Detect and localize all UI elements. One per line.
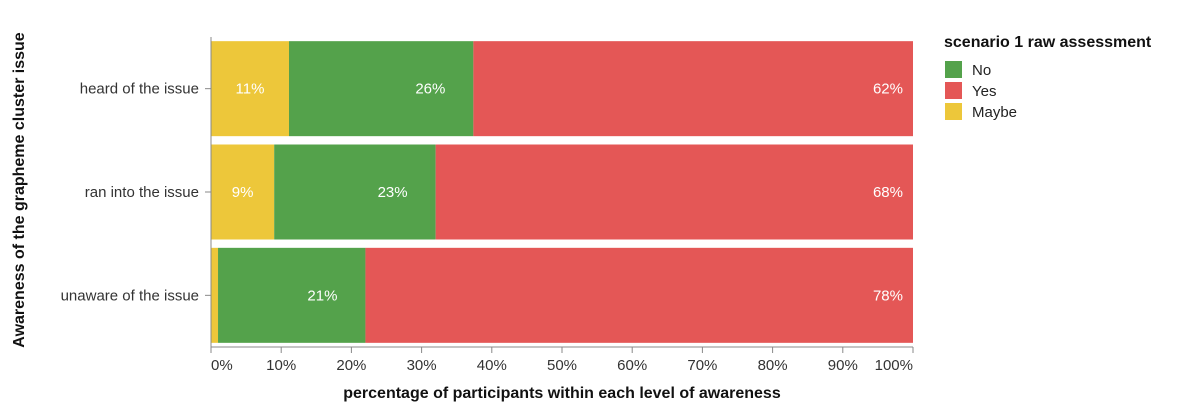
bar-yes-1	[473, 41, 913, 137]
y-tick-label: heard of the issue	[80, 81, 199, 98]
bar-yes-3	[365, 247, 913, 343]
x-tick-label: 90%	[828, 357, 858, 374]
x-tick-label: 60%	[617, 357, 647, 374]
data-labels-layer: 11% 26% 62% 9% 23% 68% 21% 78%	[232, 81, 903, 305]
bar-no-2	[274, 144, 436, 240]
bars-layer	[211, 41, 913, 343]
data-label-no-1: 26%	[415, 81, 445, 98]
bar-no-3	[218, 247, 366, 343]
legend-swatch-maybe	[945, 103, 962, 120]
data-label-no-2: 23%	[378, 184, 408, 201]
data-label-no-3: 21%	[307, 287, 337, 304]
data-label-maybe-2: 9%	[232, 184, 254, 201]
x-tick-label: 50%	[547, 357, 577, 374]
x-tick-label: 0%	[211, 357, 233, 374]
x-tick-label: 10%	[266, 357, 296, 374]
data-label-maybe-1: 11%	[236, 81, 265, 98]
legend-swatch-no	[945, 61, 962, 78]
x-tick-label: 20%	[336, 357, 366, 374]
data-label-yes-2: 68%	[873, 184, 903, 201]
legend-title: scenario 1 raw assessment	[944, 34, 1152, 51]
legend-label-maybe: Maybe	[972, 104, 1017, 121]
bar-maybe-2	[211, 144, 275, 240]
legend-swatch-yes	[945, 82, 962, 99]
y-tick-label: ran into the issue	[85, 184, 199, 201]
x-tick-label: 80%	[758, 357, 788, 374]
y-tick-label: unaware of the issue	[61, 287, 199, 304]
x-tick-label: 70%	[687, 357, 717, 374]
x-tick-label: 100%	[875, 357, 913, 374]
x-tick-label: 30%	[407, 357, 437, 374]
x-tick-label: 40%	[477, 357, 507, 374]
bar-yes-2	[435, 144, 913, 240]
data-label-yes-3: 78%	[873, 287, 903, 304]
x-axis-title: percentage of participants within each l…	[343, 385, 781, 402]
y-axis-title: Awareness of the grapheme cluster issue	[11, 32, 28, 347]
legend-label-yes: Yes	[972, 83, 996, 100]
bar-no-1	[289, 41, 474, 137]
legend: scenario 1 raw assessment No Yes Maybe	[944, 34, 1152, 121]
bar-maybe-3	[211, 247, 219, 343]
bar-maybe-1	[211, 41, 289, 137]
data-label-yes-1: 62%	[873, 81, 903, 98]
x-axis: 0% 10% 20% 30% 40% 50% 60% 70% 80% 90% 100%	[210, 346, 914, 374]
legend-label-no: No	[972, 62, 991, 79]
y-axis: heard of the issue ran into the issue unaw…	[61, 37, 212, 347]
